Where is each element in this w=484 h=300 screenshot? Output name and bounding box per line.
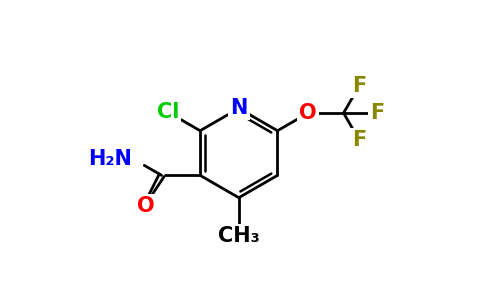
Text: O: O — [136, 196, 154, 216]
Text: F: F — [352, 76, 366, 96]
Text: H₂N: H₂N — [88, 149, 132, 169]
Text: O: O — [299, 103, 317, 123]
Text: F: F — [352, 130, 366, 150]
Text: F: F — [370, 103, 385, 123]
Text: CH₃: CH₃ — [218, 226, 260, 246]
Text: Cl: Cl — [157, 102, 179, 122]
Text: N: N — [230, 98, 247, 118]
